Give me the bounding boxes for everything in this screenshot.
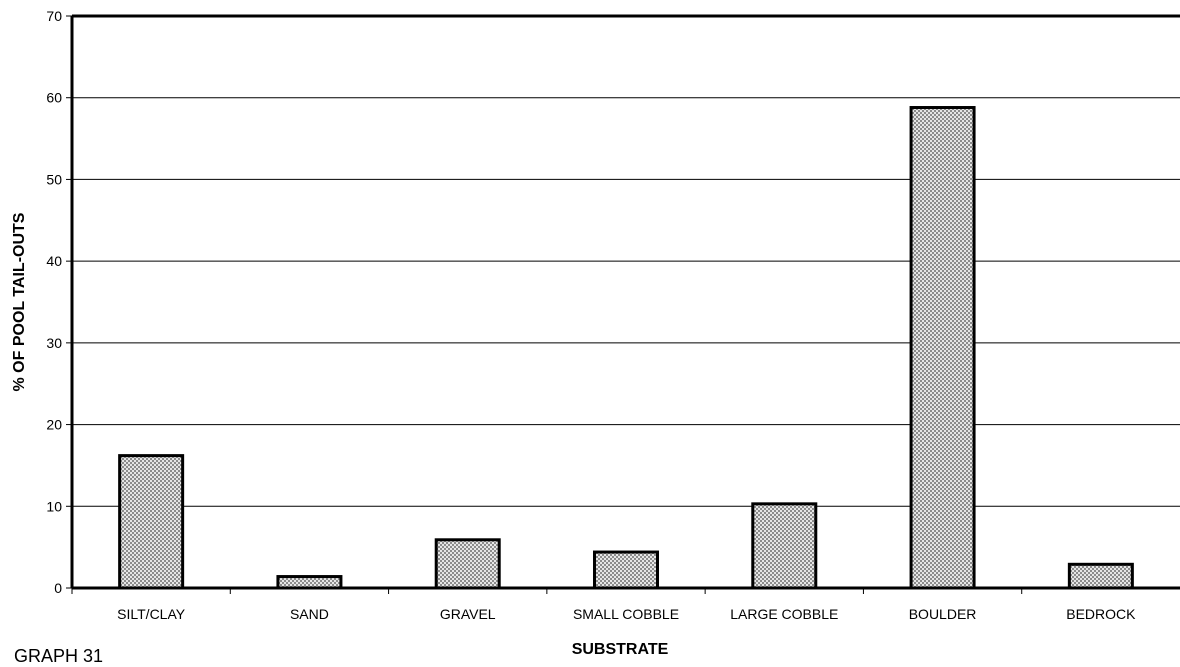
y-tick-label: 70 [46, 8, 62, 24]
axes [66, 14, 1180, 594]
y-tick-label: 40 [46, 253, 62, 269]
x-tick-labels: SILT/CLAY SAND GRAVEL SMALL COBBLE LARGE COB… [117, 606, 1136, 622]
y-tick-label: 50 [46, 171, 62, 187]
y-tick-label: 60 [46, 90, 62, 106]
bar [751, 502, 818, 590]
x-tick-label: LARGE COBBLE [730, 606, 838, 622]
x-axis-title: SUBSTRATE [572, 641, 669, 658]
x-tick-label: BOULDER [909, 606, 977, 622]
y-axis-title: % OF POOL TAIL-OUTS [11, 212, 28, 391]
gridlines [72, 15, 1180, 507]
bar [593, 550, 659, 590]
y-tick-label: 0 [54, 580, 62, 596]
y-tick-label: 20 [46, 417, 62, 433]
bar [909, 106, 976, 590]
x-tick-label: BEDROCK [1066, 606, 1136, 622]
bar [434, 538, 501, 590]
y-tick-label: 10 [46, 498, 62, 514]
y-tick-labels: 0 10 20 30 40 50 60 70 [46, 8, 62, 596]
x-tick-label: SILT/CLAY [117, 606, 186, 622]
x-tick-label: SMALL COBBLE [573, 606, 679, 622]
graph-label: GRAPH 31 [14, 646, 104, 666]
bar [118, 454, 185, 590]
bar [276, 575, 343, 590]
x-tick-label: GRAVEL [440, 606, 496, 622]
bar [1067, 562, 1134, 590]
x-tick-label: SAND [290, 606, 329, 622]
y-tick-label: 30 [46, 335, 62, 351]
